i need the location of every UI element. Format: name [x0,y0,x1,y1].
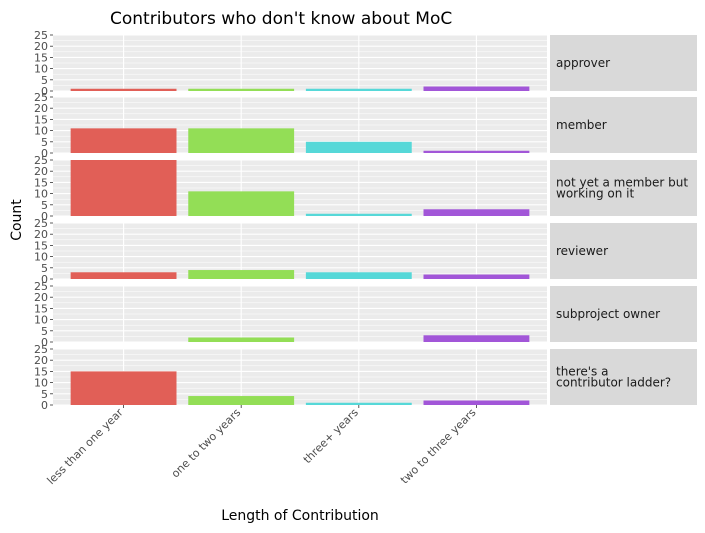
y-tick-label: 25 [34,343,48,356]
bar-6-3 [305,402,412,405]
y-tick-label: 25 [34,154,48,167]
facet-label: working on it [556,187,635,201]
y-tick-label: 15 [34,113,48,126]
bar-4-3 [305,272,412,279]
bar-2-2 [188,128,295,153]
y-tick-label: 0 [41,210,48,223]
y-tick-label: 20 [34,291,48,304]
chart-title: Contributors who don't know about MoC [110,9,452,29]
y-tick-label: 25 [34,217,48,230]
y-axis-title: Count [9,199,25,241]
y-tick-label: 15 [34,51,48,64]
y-tick-label: 25 [34,29,48,42]
y-tick-label: 10 [34,63,48,76]
facet-label: contributor ladder? [556,376,671,390]
bar-3-4 [423,209,530,216]
bar-1-2 [188,88,295,91]
y-tick-label: 5 [41,74,48,87]
facet-label: not yet a member but [556,176,688,190]
bar-3-3 [305,213,412,216]
x-axis-title: Length of Contribution [221,508,379,524]
facet-label: approver [556,56,610,70]
bar-2-4 [423,150,530,153]
y-tick-label: 5 [41,136,48,149]
facet-strip [550,223,697,279]
y-tick-label: 0 [41,273,48,286]
bar-2-1 [70,128,177,153]
y-tick-label: 20 [34,354,48,367]
bar-1-1 [70,88,177,91]
bar-3-1 [70,160,177,216]
facet-strip [550,97,697,153]
x-tick-label: one to two years [169,406,244,481]
bar-4-2 [188,270,295,279]
y-tick-label: 15 [34,302,48,315]
y-tick-label: 10 [34,188,48,201]
bar-1-4 [423,86,530,91]
facet-strip [550,35,697,91]
y-tick-label: 10 [34,125,48,138]
y-tick-label: 0 [41,147,48,160]
bar-4-1 [70,272,177,279]
facet-strip [550,286,697,342]
bar-4-4 [423,274,530,279]
bar-1-3 [305,88,412,91]
x-tick-label: less than one year [45,406,127,488]
y-tick-label: 5 [41,325,48,338]
facet-label: there's a [556,365,608,379]
y-tick-label: 25 [34,91,48,104]
bar-6-1 [70,371,177,405]
facet-label: reviewer [556,244,608,258]
y-tick-label: 5 [41,199,48,212]
x-tick-label: two to three years [398,406,479,487]
y-tick-label: 15 [34,239,48,252]
bar-6-4 [423,400,530,405]
y-tick-label: 10 [34,377,48,390]
y-tick-label: 10 [34,251,48,264]
facet-strip [550,160,697,216]
y-tick-label: 20 [34,165,48,178]
y-tick-label: 5 [41,388,48,401]
y-tick-label: 15 [34,176,48,189]
y-tick-label: 10 [34,314,48,327]
y-tick-label: 25 [34,280,48,293]
facet-label: subproject owner [556,307,660,321]
facet-label: member [556,118,607,132]
bar-5-4 [423,335,530,342]
y-tick-label: 15 [34,365,48,378]
bar-3-2 [188,191,295,216]
y-tick-label: 0 [41,85,48,98]
bar-2-3 [305,141,412,153]
y-tick-label: 20 [34,228,48,241]
y-tick-label: 20 [34,40,48,53]
y-tick-label: 0 [41,399,48,412]
y-tick-label: 20 [34,102,48,115]
x-tick-label: three+ years [301,406,361,466]
y-tick-label: 5 [41,262,48,275]
bar-6-2 [188,396,295,405]
facet-strip [550,349,697,405]
y-tick-label: 0 [41,336,48,349]
bar-5-2 [188,337,295,342]
